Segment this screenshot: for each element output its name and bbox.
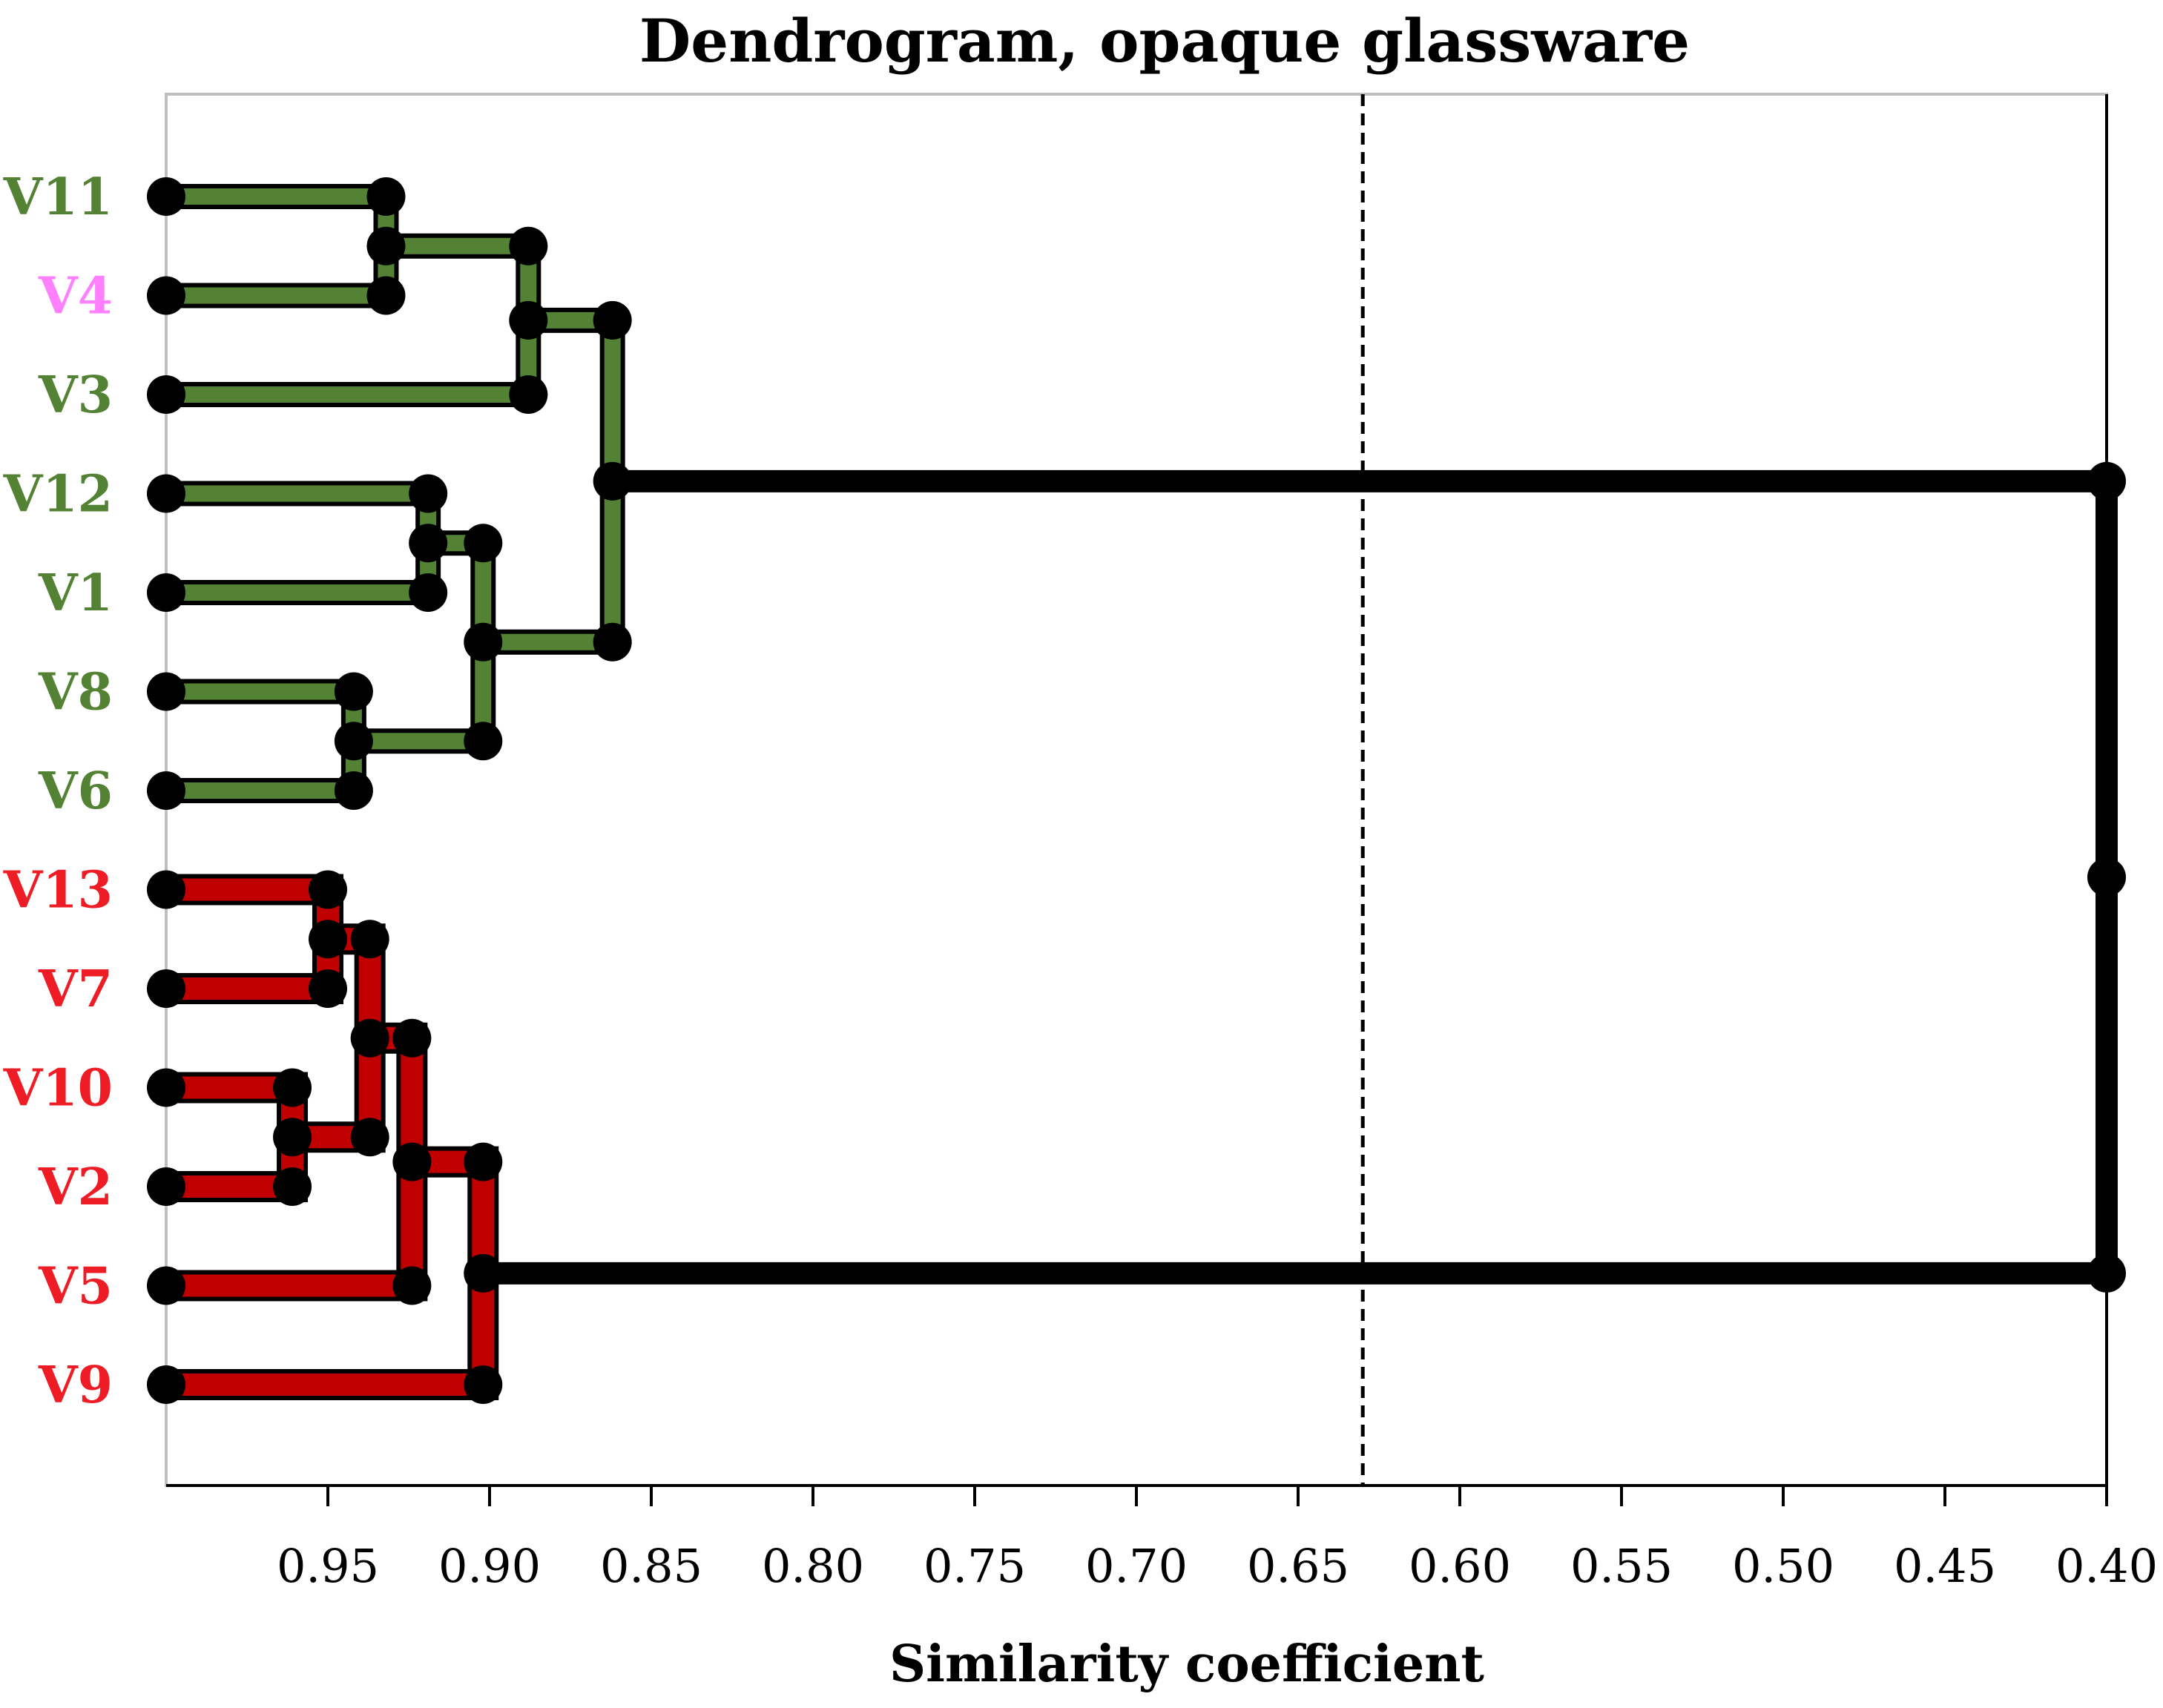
node-dot [147, 1266, 185, 1305]
node-dot [147, 969, 185, 1008]
node-dot [509, 375, 548, 414]
node-dot [409, 573, 448, 612]
node-dot [334, 672, 373, 711]
node-dot [366, 276, 406, 315]
link-outline [166, 679, 366, 803]
node-dot [273, 1167, 312, 1206]
node-dot [147, 474, 185, 513]
node-dot [392, 1142, 432, 1181]
leaf-label-v6: V6 [38, 762, 113, 821]
link-m1-m4 [483, 311, 621, 650]
x-tick-label: 0.50 [1732, 1539, 1834, 1593]
x-tick-label: 0.40 [2055, 1539, 2158, 1593]
link-v12-v1 [166, 485, 437, 601]
link-outline [166, 233, 541, 407]
node-dot [409, 524, 448, 563]
node-dot [392, 1266, 432, 1305]
node-dot [464, 1365, 503, 1404]
node-dot [2087, 1253, 2126, 1293]
node-dot [273, 1118, 312, 1157]
x-axis-title: Similarity coefficient [889, 1635, 1484, 1694]
chart-title: Dendrogram, opaque glassware [639, 6, 1690, 76]
node-dot [464, 1253, 503, 1293]
x-tick-label: 0.85 [600, 1539, 702, 1593]
link-v11-v4 [166, 188, 395, 304]
node-dot [464, 622, 503, 662]
node-dot [593, 300, 632, 340]
link-outline [166, 481, 441, 605]
node-dot [392, 1018, 432, 1058]
node-dot [147, 573, 185, 612]
leaf-label-v9: V9 [38, 1356, 113, 1415]
link-outline [483, 307, 625, 655]
node-dot [509, 300, 548, 340]
leaf-label-v13: V13 [3, 861, 113, 920]
node-dot [147, 870, 185, 909]
leaf-label-v7: V7 [38, 960, 113, 1019]
node-dot [147, 177, 185, 216]
leaf-label-v10: V10 [3, 1059, 113, 1118]
leaf-label-v1: V1 [38, 564, 113, 623]
node-dot [593, 461, 632, 501]
node-dot [366, 226, 406, 266]
node-dot [334, 771, 373, 810]
node-dot [309, 920, 347, 959]
x-tick-label: 0.55 [1570, 1539, 1673, 1593]
node-dot [350, 1118, 389, 1157]
node-dot [334, 722, 373, 761]
x-tick-label: 0.80 [762, 1539, 864, 1593]
x-tick-label: 0.90 [438, 1539, 541, 1593]
x-tick-label: 0.95 [277, 1539, 379, 1593]
node-dot [2087, 461, 2126, 501]
node-dot [464, 1142, 503, 1181]
node-dot [350, 920, 389, 959]
dendrogram-links [166, 184, 2118, 1400]
leaf-label-v2: V2 [38, 1158, 113, 1217]
node-dot [147, 1167, 185, 1206]
node-dot [309, 870, 347, 909]
node-dot [350, 1018, 389, 1058]
x-tick-label: 0.45 [1894, 1539, 1996, 1593]
node-dot [147, 1365, 185, 1404]
node-dot [409, 474, 448, 513]
x-tick-label: 0.60 [1409, 1539, 1511, 1593]
link-m0-v3 [166, 237, 537, 403]
node-dot [464, 524, 503, 563]
node-dot [593, 622, 632, 662]
node-dot [309, 969, 347, 1008]
node-dot [2087, 857, 2126, 897]
node-dot [273, 1068, 312, 1107]
link-outline [166, 184, 399, 309]
x-tick-label: 0.70 [1085, 1539, 1188, 1593]
node-dot [366, 177, 406, 216]
x-tick-label: 0.75 [924, 1539, 1026, 1593]
link-outline [166, 874, 343, 1004]
x-axis-ticks: 0.95 0.90 0.85 0.80 0.75 0.70 0.65 0.60 0.55 0.50… [277, 1486, 2158, 1593]
node-dot [464, 722, 503, 761]
link-v8-v6 [166, 683, 362, 799]
leaf-label-v11: V11 [3, 168, 113, 227]
node-dot [509, 226, 548, 266]
link-m5-m10 [483, 469, 2118, 1285]
node-dot [147, 1068, 185, 1107]
x-tick-label: 0.65 [1247, 1539, 1349, 1593]
leaf-label-v12: V12 [3, 465, 113, 524]
leaf-labels: V11 V4 V3 V12 V1 V8 V6 V13 V7 V10 V2 V5 V9 [3, 168, 113, 1415]
leaf-label-v4: V4 [38, 267, 113, 326]
dendrogram-nodes [147, 177, 2126, 1404]
leaf-label-v8: V8 [38, 663, 113, 722]
leaf-label-v5: V5 [38, 1257, 113, 1316]
node-dot [147, 771, 185, 810]
node-dot [147, 276, 185, 315]
leaf-label-v3: V3 [38, 366, 113, 425]
node-dot [147, 375, 185, 414]
node-dot [147, 672, 185, 711]
